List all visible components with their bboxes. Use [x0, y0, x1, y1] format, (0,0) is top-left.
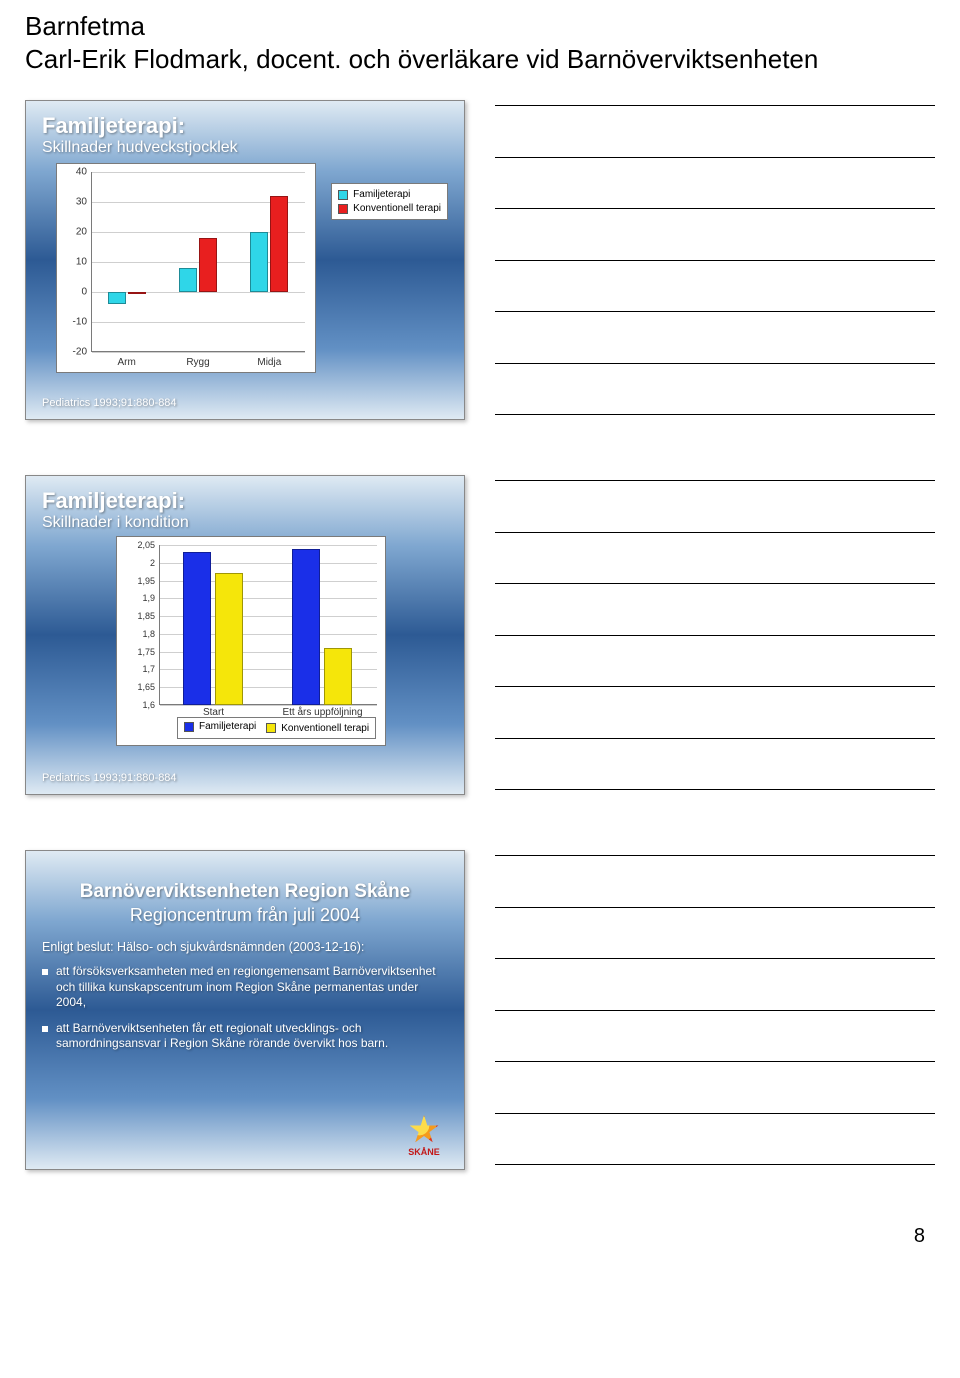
slide1-chart: -20 -10 0 10 20 30 40 Arm Rygg Midja [56, 163, 316, 373]
chart1-ytick: -20 [63, 347, 87, 358]
slide1-subtitle: Skillnader hudveckstjocklek [42, 139, 448, 157]
notes-3 [495, 850, 935, 1170]
note-line [495, 686, 935, 687]
note-line [495, 855, 935, 856]
chart2-ytick: 1,8 [123, 629, 155, 639]
note-line [495, 958, 935, 959]
notes-2 [495, 475, 935, 795]
legend-swatch-familjeterapi-2 [184, 722, 194, 732]
legend-label-familjeterapi: Familjeterapi [353, 189, 410, 200]
note-line [495, 208, 935, 209]
note-line [495, 1061, 935, 1062]
slide-1: Familjeterapi: Skillnader hudveckstjockl… [25, 100, 465, 420]
row-3: Barnöverviktsenheten Region Skåne Region… [25, 850, 935, 1170]
chart1-bar [108, 292, 126, 304]
legend-swatch-konventionell-2 [266, 723, 276, 733]
row-2: Familjeterapi: Skillnader i kondition 1,… [25, 475, 935, 795]
chart2-bar [292, 549, 320, 705]
slide3-heading1: Barnöverviktsenheten Region Skåne [42, 881, 448, 903]
chart2-bar [183, 552, 211, 705]
slide1-footnote: Pediatrics 1993;91:880-884 [42, 397, 177, 409]
chart2-ytick: 2,05 [123, 540, 155, 550]
chart1-bar [199, 238, 217, 292]
note-line [495, 260, 935, 261]
note-line [495, 738, 935, 739]
title-line-2: Carl-Erik Flodmark, docent. och överläka… [25, 43, 935, 76]
chart1-category-label: Rygg [170, 357, 226, 368]
chart2-ytick: 1,75 [123, 647, 155, 657]
chart1-ytick: 40 [63, 167, 87, 178]
slide-3: Barnöverviktsenheten Region Skåne Region… [25, 850, 465, 1170]
slide-2: Familjeterapi: Skillnader i kondition 1,… [25, 475, 465, 795]
note-line [495, 789, 935, 790]
slide2-title: Familjeterapi: [42, 488, 448, 514]
note-line [495, 635, 935, 636]
title-line-1: Barnfetma [25, 10, 935, 43]
legend-swatch-familjeterapi [338, 190, 348, 200]
chart2-ytick: 1,6 [123, 700, 155, 710]
legend-swatch-konventionell [338, 204, 348, 214]
note-line [495, 1113, 935, 1114]
slide3-bullets: att försöksverksamheten med en regiongem… [42, 964, 448, 1052]
page-header: Barnfetma Carl-Erik Flodmark, docent. oc… [25, 10, 935, 75]
chart1-bar [250, 232, 268, 292]
chart2-ytick: 2 [123, 558, 155, 568]
chart2-ytick: 1,9 [123, 593, 155, 603]
chart1-category-label: Midja [241, 357, 297, 368]
page-number: 8 [25, 1225, 935, 1248]
skane-logo: SKÅNE [398, 1115, 450, 1157]
chart2-ytick: 1,7 [123, 664, 155, 674]
note-line [495, 414, 935, 415]
slide3-intro: Enligt beslut: Hälso- och sjukvårdsnämnd… [42, 940, 448, 954]
chart2-bar [215, 573, 243, 705]
chart1-ytick: -10 [63, 317, 87, 328]
legend-label-konventionell: Konventionell terapi [353, 203, 441, 214]
legend-label-konventionell-2: Konventionell terapi [281, 723, 369, 734]
slide3-bullet: att Barnöverviktsenheten får ett regiona… [42, 1021, 448, 1052]
slide2-chart: 1,61,651,71,751,81,851,91,9522,05 StartE… [116, 536, 386, 746]
chart2-ytick: 1,65 [123, 682, 155, 692]
chart1-bar [270, 196, 288, 292]
chart1-category-label: Arm [99, 357, 155, 368]
note-line [495, 157, 935, 158]
slide2-footnote: Pediatrics 1993;91:880-884 [42, 772, 177, 784]
logo-burst-icon [409, 1115, 439, 1145]
note-line [495, 907, 935, 908]
chart2-bar [324, 648, 352, 705]
legend-label-familjeterapi-2: Familjeterapi [199, 721, 256, 732]
note-line [495, 480, 935, 481]
slide1-legend: Familjeterapi Konventionell terapi [331, 183, 448, 220]
chart2-ytick: 1,85 [123, 611, 155, 621]
row-1: Familjeterapi: Skillnader hudveckstjockl… [25, 100, 935, 420]
note-line [495, 583, 935, 584]
chart1-ytick: 10 [63, 257, 87, 268]
chart1-bar [128, 292, 146, 294]
slide3-heading2: Regioncentrum från juli 2004 [42, 905, 448, 926]
chart1-ytick: 30 [63, 197, 87, 208]
logo-text: SKÅNE [398, 1147, 450, 1157]
notes-1 [495, 100, 935, 420]
slide1-title: Familjeterapi: [42, 113, 448, 139]
slide2-subtitle: Skillnader i kondition [42, 514, 448, 532]
note-line [495, 311, 935, 312]
slide2-legend: Familjeterapi Konventionell terapi [177, 717, 376, 739]
note-line [495, 363, 935, 364]
chart1-bar [179, 268, 197, 292]
note-line [495, 1164, 935, 1165]
chart2-ytick: 1,95 [123, 576, 155, 586]
slide3-bullet: att försöksverksamheten med en regiongem… [42, 964, 448, 1011]
note-line [495, 105, 935, 106]
note-line [495, 532, 935, 533]
note-line [495, 1010, 935, 1011]
chart1-ytick: 0 [63, 287, 87, 298]
chart1-ytick: 20 [63, 227, 87, 238]
